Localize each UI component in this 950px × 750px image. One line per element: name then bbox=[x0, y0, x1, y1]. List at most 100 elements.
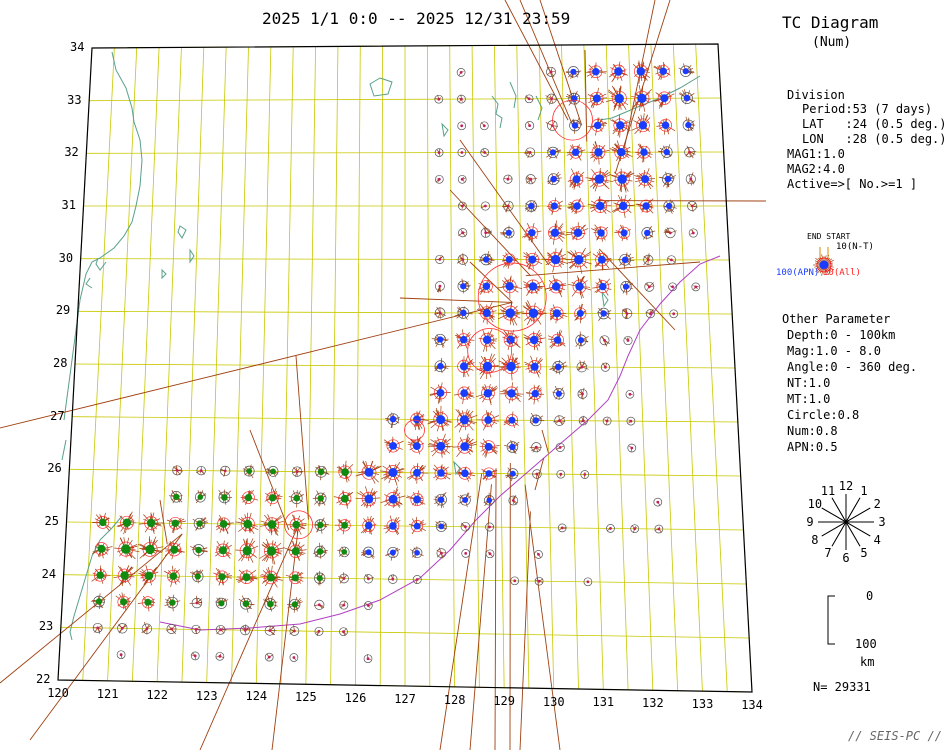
tc-marker bbox=[510, 576, 520, 586]
cluster-circle bbox=[467, 328, 513, 373]
other-depth: Depth:0 - 100km bbox=[787, 328, 896, 342]
cluster-circle bbox=[404, 419, 425, 441]
tc-marker bbox=[457, 174, 467, 184]
tc-marker bbox=[189, 595, 203, 609]
strike-line bbox=[524, 484, 561, 750]
tc-marker bbox=[476, 383, 498, 406]
other-circle: Circle:0.8 bbox=[787, 408, 860, 422]
division-lon: LON :28 (0.5 deg.) bbox=[802, 132, 947, 146]
tc-marker bbox=[454, 408, 478, 433]
tc-marker bbox=[457, 278, 471, 294]
scale-bar bbox=[827, 595, 835, 645]
division-heading: Division bbox=[787, 88, 845, 102]
strike-line bbox=[539, 0, 583, 126]
other-num: Num:0.8 bbox=[787, 424, 838, 438]
tc-marker bbox=[116, 650, 126, 660]
tc-marker bbox=[574, 303, 587, 324]
tc-marker bbox=[480, 201, 490, 211]
tc-marker bbox=[259, 565, 283, 588]
tc-marker bbox=[631, 84, 652, 112]
tc-marker bbox=[485, 522, 495, 532]
lon-label: 125 bbox=[295, 690, 317, 705]
strike-line bbox=[439, 473, 483, 750]
tc-marker bbox=[380, 486, 406, 509]
tc-marker bbox=[523, 279, 545, 297]
legend-apn: 100(APN) bbox=[776, 268, 820, 278]
tc-marker bbox=[235, 569, 258, 585]
tc-marker bbox=[432, 464, 452, 481]
tc-marker bbox=[355, 460, 382, 484]
strike-line bbox=[0, 301, 513, 429]
tc-marker bbox=[213, 567, 233, 586]
tc-marker bbox=[333, 490, 353, 509]
tc-marker bbox=[313, 599, 325, 610]
tc-marker bbox=[569, 117, 581, 134]
tc-marker bbox=[289, 625, 300, 636]
lat-label: 25 bbox=[44, 514, 59, 528]
tc-marker bbox=[480, 148, 490, 157]
tc-marker bbox=[215, 624, 227, 635]
tc-marker bbox=[587, 117, 608, 136]
tc-marker bbox=[383, 515, 401, 536]
tc-marker bbox=[355, 486, 381, 509]
tc-marker bbox=[259, 514, 284, 536]
tc-marker bbox=[585, 167, 614, 192]
tc-marker bbox=[500, 382, 524, 404]
tc-marker bbox=[338, 572, 349, 584]
tc-marker bbox=[137, 595, 156, 612]
tc-marker bbox=[454, 385, 475, 404]
strike-line bbox=[534, 457, 545, 491]
tc-marker bbox=[609, 114, 631, 138]
lat-label: 26 bbox=[47, 461, 62, 476]
lon-label: 123 bbox=[195, 688, 218, 703]
tc-marker bbox=[585, 62, 607, 81]
tc-marker bbox=[363, 654, 373, 664]
tc-marker bbox=[617, 252, 635, 270]
tc-marker bbox=[433, 492, 447, 509]
tc-marker bbox=[457, 121, 467, 131]
tc-marker bbox=[521, 300, 547, 326]
tc-marker bbox=[580, 470, 590, 479]
trench-line bbox=[159, 255, 721, 631]
tc-marker bbox=[654, 524, 664, 534]
tc-marker bbox=[631, 113, 651, 135]
tc-marker bbox=[502, 329, 521, 351]
lon-label: 120 bbox=[47, 686, 69, 700]
strike-line bbox=[159, 499, 168, 545]
tc-marker bbox=[384, 546, 401, 561]
lat-label: 31 bbox=[61, 198, 76, 212]
tc-marker bbox=[505, 467, 519, 482]
tc-marker bbox=[635, 143, 653, 163]
tc-marker bbox=[410, 546, 424, 559]
tc-marker bbox=[523, 329, 546, 351]
footer-credit: // SEIS-PC // bbox=[848, 729, 942, 743]
lat-label: 23 bbox=[38, 619, 54, 634]
tc-marker bbox=[591, 224, 609, 242]
tc-marker bbox=[567, 275, 592, 299]
clock-label: 8 bbox=[811, 533, 819, 547]
tc-marker bbox=[608, 61, 628, 83]
tc-marker bbox=[242, 464, 255, 479]
tc-marker bbox=[687, 201, 698, 213]
tc-marker bbox=[284, 540, 307, 562]
tc-marker bbox=[644, 281, 655, 292]
tc-marker bbox=[452, 433, 478, 458]
tc-marker bbox=[457, 94, 466, 104]
tc-marker bbox=[259, 538, 285, 565]
tc-marker bbox=[361, 546, 375, 559]
tc-marker bbox=[529, 442, 542, 453]
tc-marker bbox=[621, 308, 633, 320]
tc-marker bbox=[265, 466, 279, 478]
strike-line bbox=[271, 524, 300, 750]
tc-marker bbox=[553, 415, 566, 426]
tc-marker bbox=[525, 174, 537, 185]
lon-label: 132 bbox=[642, 696, 664, 711]
lon-label: 130 bbox=[542, 694, 565, 709]
tc-marker bbox=[666, 255, 677, 265]
tc-marker bbox=[264, 652, 274, 662]
tc-marker bbox=[497, 275, 523, 299]
tc-marker bbox=[546, 146, 561, 160]
legend-all: 10(All) bbox=[823, 268, 861, 278]
tc-marker bbox=[457, 492, 472, 508]
grid-parallel bbox=[74, 363, 736, 369]
